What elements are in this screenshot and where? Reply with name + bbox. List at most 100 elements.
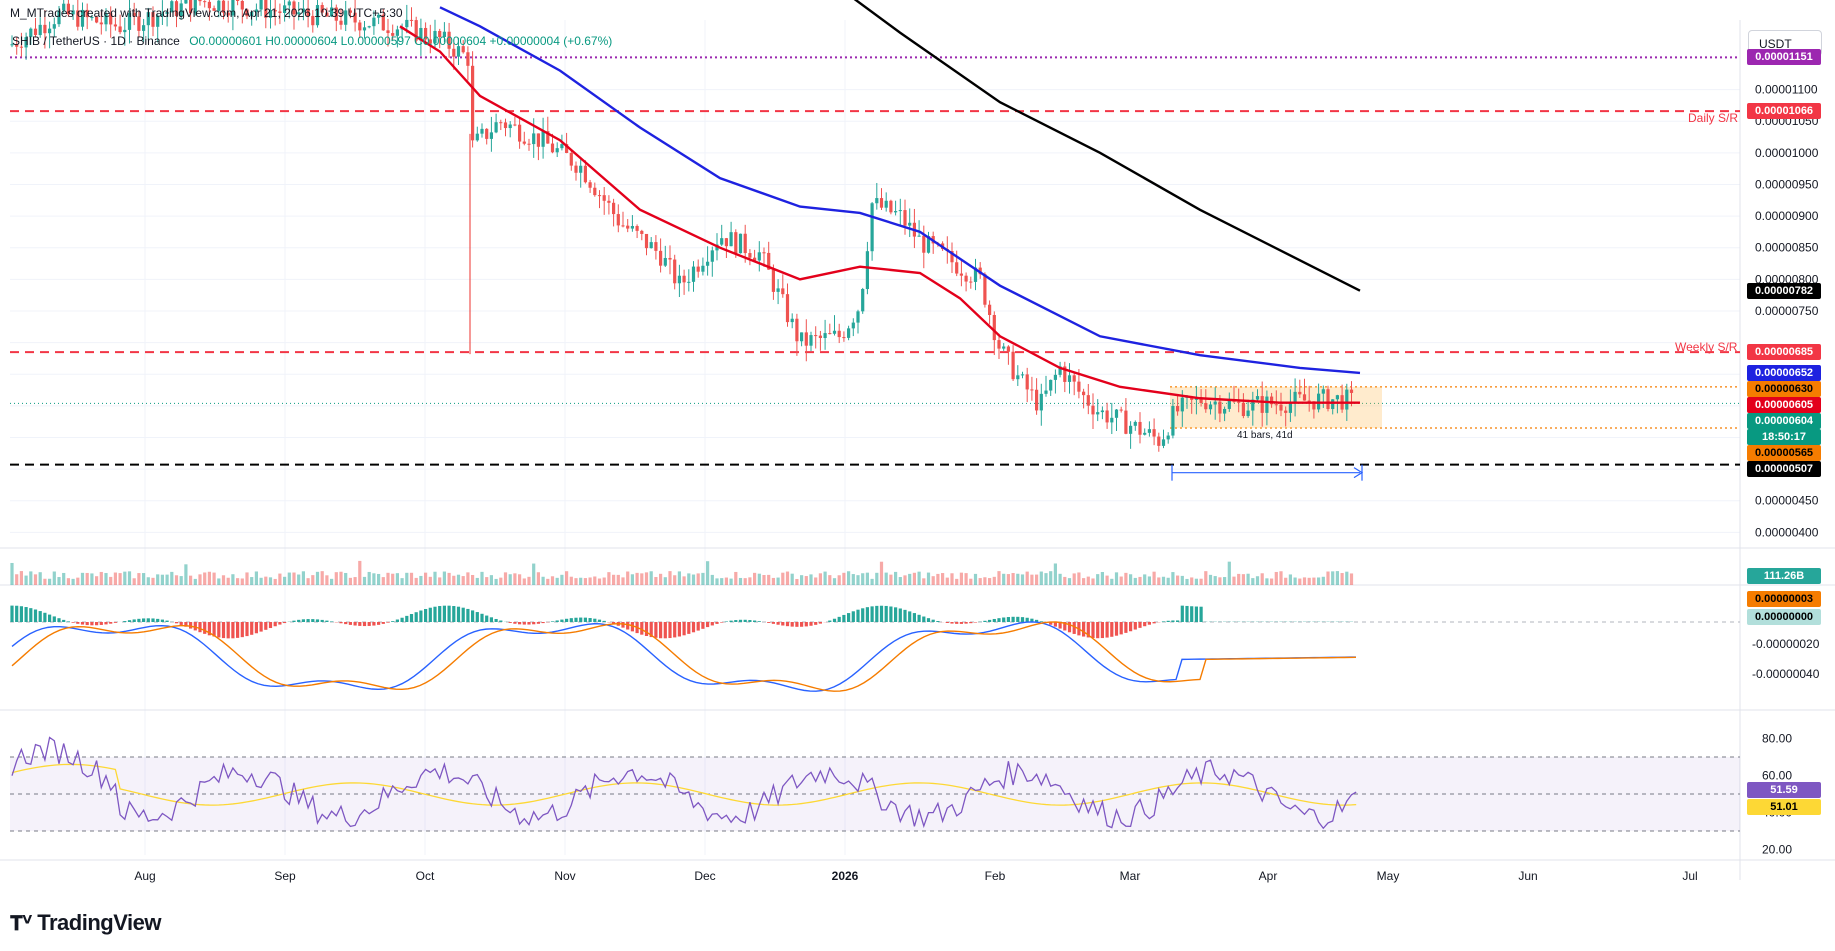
candle-body (85, 9, 89, 18)
macd-histogram-bar (1161, 621, 1166, 622)
candle-body (1302, 394, 1307, 401)
volume-bar (123, 571, 127, 585)
volume-bar (691, 574, 696, 585)
macd-histogram-bar (198, 622, 202, 633)
macd-histogram-bar (856, 609, 860, 622)
macd-histogram-bar (99, 622, 103, 625)
macd-histogram-bar (156, 618, 160, 622)
volume-bar (1185, 578, 1189, 585)
volume-bar (1180, 575, 1184, 585)
volume-bar (969, 578, 973, 585)
volume-bar (583, 578, 587, 585)
macd-histogram-bar (800, 622, 804, 627)
volume-bar (715, 578, 719, 585)
volume-bar (729, 578, 733, 585)
macd-histogram-bar (189, 622, 193, 629)
volume-bar (311, 575, 315, 585)
volume-bar (1260, 573, 1264, 585)
candle-body (292, 1, 296, 15)
candle-body (254, 9, 258, 12)
candle-body (616, 214, 620, 226)
macd-signal-line (11, 621, 1357, 692)
volume-bar (132, 578, 136, 585)
volume-bar (757, 573, 761, 585)
macd-histogram-bar (1166, 620, 1170, 622)
volume-bar (95, 576, 99, 585)
candle-body (894, 211, 898, 213)
volume-bar (1110, 578, 1114, 585)
macd-histogram-bar (240, 622, 244, 638)
candle-body (1072, 375, 1076, 382)
volume-bar (1058, 573, 1062, 585)
candle-body (137, 16, 141, 31)
macd-histogram-bar (1002, 617, 1006, 622)
candle-body (875, 198, 879, 204)
macd-histogram-bar (264, 622, 268, 630)
macd-histogram-bar (1096, 622, 1100, 639)
candle-body (579, 165, 583, 173)
candle-body (452, 48, 456, 57)
macd-histogram-bar (391, 621, 395, 622)
volume-bar (1218, 577, 1222, 585)
candle-body (489, 132, 493, 139)
volume-bar (1053, 563, 1057, 585)
volume-bar (983, 577, 987, 585)
macd-histogram-bar (847, 613, 851, 622)
volume-bar (1326, 571, 1330, 585)
volume-bar (1067, 578, 1072, 585)
rsi-axis-tick: 20.00 (1762, 843, 1792, 857)
candle-body (673, 259, 677, 284)
volume-bar (1002, 573, 1006, 585)
price-tag: 0.00000652 (1747, 364, 1821, 381)
ohlc-values: O0.00000601 H0.00000604 L0.00000597 C0.0… (189, 34, 613, 48)
volume-bar (405, 572, 409, 585)
macd-histogram-bar (1194, 606, 1198, 622)
candle-body (790, 318, 794, 323)
candle-body (988, 304, 992, 315)
volume-bar (207, 571, 211, 585)
macd-histogram-bar (588, 618, 592, 622)
price-axis-tick: 0.00001000 (1755, 146, 1819, 160)
volume-bar (118, 573, 122, 585)
volume-bar (485, 577, 489, 585)
candle-body (123, 29, 127, 33)
volume-bar (1039, 571, 1043, 585)
volume-bar (550, 576, 555, 585)
macd-histogram-bar (668, 622, 672, 639)
volume-bar (1171, 572, 1175, 585)
macd-histogram-bar (344, 622, 348, 625)
candle-body (1265, 396, 1269, 413)
macd-histogram-bar (424, 608, 428, 622)
candle-body (1270, 396, 1274, 405)
tradingview-logo[interactable]: 𝐓ⱽ TradingView (10, 910, 161, 936)
candle-body (90, 17, 94, 19)
volume-bar (113, 572, 117, 585)
candle-body (391, 33, 395, 36)
candle-body (1260, 396, 1264, 413)
volume-bar (109, 576, 113, 585)
macd-axis-tick: -0.00000020 (1752, 637, 1820, 651)
macd-histogram-bar (193, 622, 197, 631)
symbol-title[interactable]: SHIB / TetherUS · 1D · Binance (12, 34, 180, 48)
candle-body (1255, 396, 1260, 400)
macd-histogram-bar (729, 620, 733, 622)
candle-body (80, 9, 85, 27)
candle-body (734, 232, 738, 254)
candle-body (696, 266, 700, 272)
volume-bar (165, 574, 169, 585)
macd-histogram-bar (90, 622, 94, 626)
macd-histogram-bar (837, 616, 841, 622)
volume-bar (1298, 578, 1302, 585)
candle-body (1199, 397, 1203, 404)
volume-bar (738, 577, 743, 585)
macd-histogram-bar (988, 619, 992, 622)
macd-histogram-bar (348, 622, 352, 625)
macd-histogram-bar (428, 607, 432, 622)
candle-body (527, 143, 531, 145)
volume-bar (894, 571, 898, 585)
volume-bar (1284, 577, 1288, 585)
volume-bar (301, 571, 305, 585)
volume-bar (1086, 576, 1090, 585)
macd-histogram-bar (245, 622, 249, 637)
